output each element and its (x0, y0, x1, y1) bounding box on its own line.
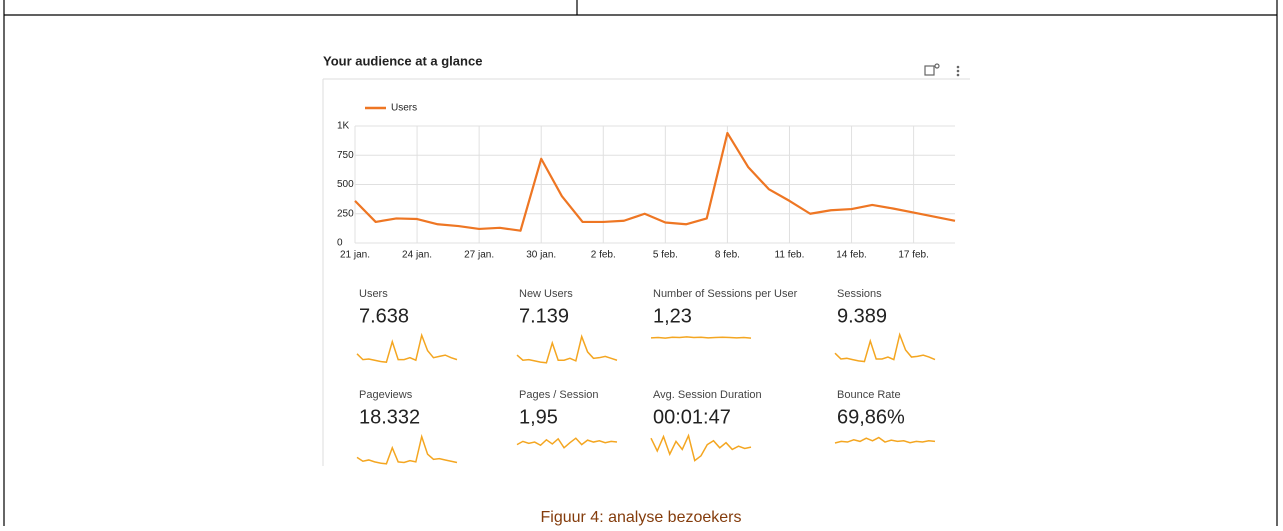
x-tick-label: 24 jan. (402, 250, 432, 261)
metric-value: 1,95 (519, 406, 558, 428)
x-tick-label: 30 jan. (526, 250, 556, 261)
data-line (354, 131, 956, 232)
sparkline (516, 334, 618, 364)
x-tick-label: 21 jan. (340, 250, 370, 261)
metric-value: 7.139 (519, 305, 569, 327)
sparkline (650, 336, 752, 339)
y-tick-label: 1K (337, 121, 350, 132)
y-tick-label: 750 (337, 150, 354, 161)
metric-value: 7.638 (359, 305, 409, 327)
sparkline (516, 437, 618, 449)
sparkline (356, 433, 458, 465)
chart-icon (924, 63, 940, 76)
metric-label: Number of Sessions per User (653, 288, 798, 300)
x-tick-label: 17 feb. (898, 250, 929, 261)
metric-label: New Users (519, 288, 573, 300)
sparkline (834, 436, 936, 444)
metric-label: Pageviews (359, 389, 413, 401)
y-tick-label: 250 (337, 208, 354, 219)
metric-value: 00:01:47 (653, 406, 731, 428)
metric-label: Bounce Rate (837, 389, 901, 401)
x-tick-label: 2 feb. (591, 250, 616, 261)
x-tick-label: 5 feb. (653, 250, 678, 261)
x-tick-label: 14 feb. (836, 250, 867, 261)
metric-label: Avg. Session Duration (653, 389, 762, 401)
metric-value: 18.332 (359, 406, 420, 428)
x-tick-label: 11 feb. (775, 250, 805, 261)
chart-title: Your audience at a glance (323, 53, 482, 68)
sparkline (356, 332, 458, 363)
y-tick-label: 500 (337, 179, 354, 190)
crop-mask (324, 466, 974, 496)
metric-value: 9.389 (837, 305, 887, 327)
menu-icon (956, 65, 960, 77)
caption: Figuur 4: analyse bezoekers (541, 509, 742, 526)
metric-value: 69,86% (837, 406, 905, 428)
metric-label: Pages / Session (519, 389, 599, 401)
x-tick-label: 8 feb. (715, 250, 740, 261)
sparkline (650, 433, 752, 462)
x-tick-label: 27 jan. (464, 250, 494, 261)
y-tick-label: 0 (337, 238, 343, 249)
legend-label: Users (391, 103, 417, 114)
metric-label: Users (359, 288, 388, 300)
sparkline (834, 332, 936, 363)
metric-label: Sessions (837, 288, 882, 300)
metric-value: 1,23 (653, 305, 692, 327)
